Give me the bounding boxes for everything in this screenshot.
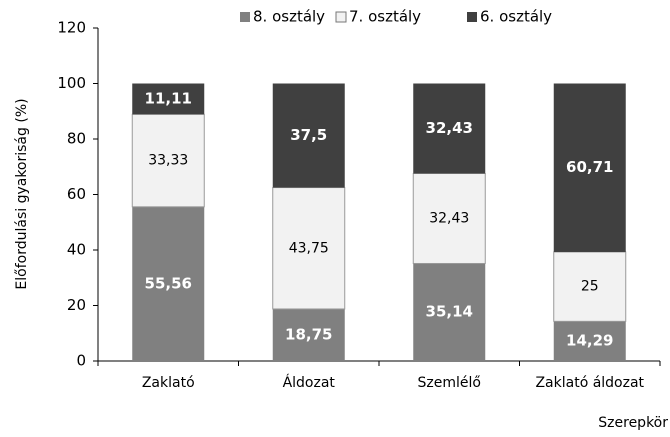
legend-label: 7. osztály [349, 8, 421, 26]
data-label: 14,29 [566, 332, 613, 350]
x-axis-label: Szerepkör [598, 415, 668, 431]
bar-segment [553, 251, 627, 322]
legend-swatch [467, 12, 477, 22]
data-label: 18,75 [285, 325, 332, 343]
legend-swatch [240, 12, 250, 22]
y-tick-label: 60 [67, 185, 86, 203]
bar-segment [553, 321, 626, 361]
bar-segment [132, 83, 205, 115]
data-label: 37,5 [290, 126, 327, 144]
y-tick-label: 0 [76, 352, 86, 370]
data-label: 32,43 [426, 119, 473, 137]
bar-segment [132, 206, 205, 361]
x-tick-label: Áldozat [283, 374, 336, 391]
data-label: 33,33 [148, 153, 188, 169]
data-label: 11,11 [145, 89, 192, 107]
y-tick-label: 120 [57, 19, 86, 37]
data-label: 25 [581, 279, 599, 295]
bar-segment [553, 83, 626, 252]
bar-segment [131, 113, 205, 208]
bar-segment [413, 83, 486, 174]
data-label: 43,75 [289, 240, 329, 256]
data-label: 55,56 [145, 274, 192, 292]
y-tick-label: 80 [67, 130, 86, 148]
bar-segment [413, 263, 486, 361]
data-label: 60,71 [566, 158, 613, 176]
bar-segment [272, 308, 345, 361]
bar-segment [412, 172, 486, 264]
legend-swatch [335, 11, 347, 23]
bar-segment [272, 83, 345, 188]
y-tick-label: 40 [67, 241, 86, 259]
y-axis-label: Előfordulási gyakoriság (%) [14, 98, 30, 289]
data-label: 32,43 [429, 210, 469, 226]
legend-label: 8. osztály [253, 8, 325, 26]
legend-label: 6. osztály [480, 8, 552, 26]
data-label: 35,14 [426, 303, 473, 321]
y-tick-label: 20 [67, 296, 86, 314]
x-tick-label: Szemlélő [418, 375, 481, 391]
bar-segment [272, 187, 346, 310]
y-tick-label: 100 [57, 74, 86, 92]
x-tick-label: Zaklató [142, 375, 195, 391]
x-tick-label: Zaklató áldozat [535, 375, 644, 391]
